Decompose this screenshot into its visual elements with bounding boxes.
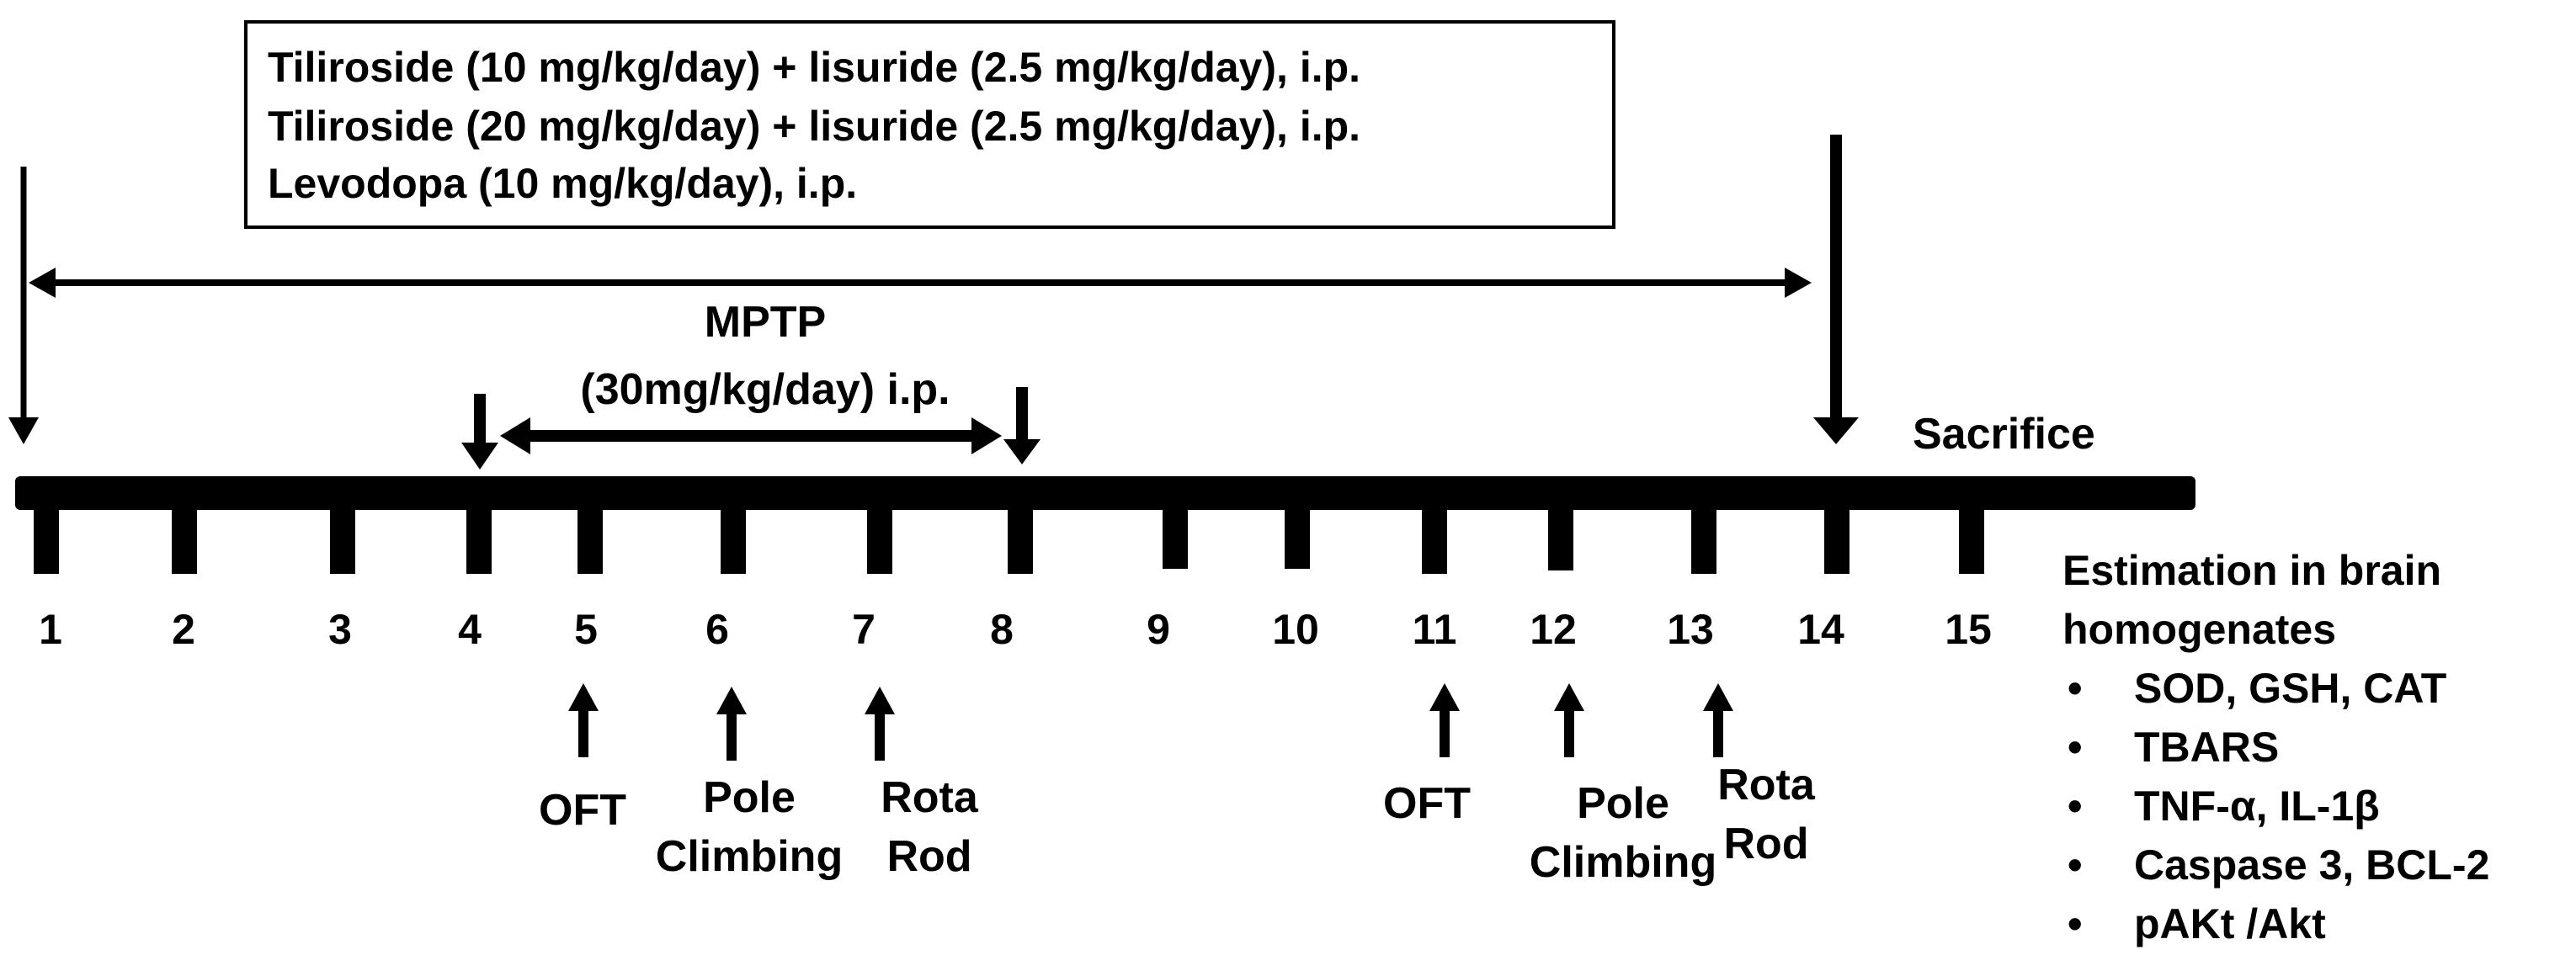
estimation-item-3: TNF-α, IL-1β: [2134, 783, 2380, 830]
mptp-span-arrow: [500, 417, 1002, 454]
test-label-rota-2: Rota: [1717, 761, 1816, 809]
day-label-15: 15: [1945, 606, 1992, 653]
mptp-dose-label: (30mg/kg/day) i.p.: [580, 365, 950, 414]
sacrifice-arrow: [1813, 135, 1859, 444]
estimation-bullet-2: •: [2068, 724, 2083, 771]
test-arrow-2: [716, 687, 747, 761]
treatment-span-arrow: [29, 268, 1812, 298]
tick-day-4: [466, 505, 492, 574]
day-label-2: 2: [172, 606, 195, 653]
day-label-14: 14: [1797, 606, 1844, 653]
test-label-oft-2: OFT: [1383, 779, 1471, 828]
test-arrow-4: [1429, 683, 1460, 757]
test-label-pole-1: Pole: [703, 773, 796, 822]
treatment-box: Tiliroside (10 mg/kg/day) + lisuride (2.…: [244, 20, 1615, 229]
timeline-ticks: [34, 505, 1984, 574]
tick-day-9: [1163, 505, 1188, 569]
test-label-rod-1: Rod: [886, 832, 971, 881]
tick-day-2: [172, 505, 197, 574]
estimation-item-5: pAKt /Akt: [2134, 900, 2326, 947]
treatment-line-3: Levodopa (10 mg/kg/day), i.p.: [268, 160, 857, 207]
tick-day-10: [1285, 505, 1310, 569]
test-label-rod-2: Rod: [1723, 820, 1808, 868]
day-label-4: 4: [458, 606, 482, 653]
treatment-start-arrow: [8, 167, 39, 444]
estimation-bullet-1: •: [2068, 665, 2083, 712]
tick-day-7: [867, 505, 892, 574]
estimation-item-4: Caspase 3, BCL-2: [2134, 841, 2489, 889]
tick-day-1: [34, 505, 59, 574]
day-labels: 1 2 3 4 5 6 7 8 9 10 11 12 13 14 15: [39, 606, 1992, 653]
estimation-item-2: TBARS: [2134, 724, 2279, 771]
day-label-12: 12: [1530, 606, 1577, 653]
sacrifice-label: Sacrifice: [1913, 410, 2095, 459]
day-label-5: 5: [574, 606, 598, 653]
tick-day-12: [1548, 505, 1573, 570]
treatment-line-2: Tiliroside (20 mg/kg/day) + lisuride (2.…: [268, 103, 1360, 150]
day-label-1: 1: [39, 606, 62, 653]
mptp-label: MPTP: [705, 298, 826, 347]
estimation-bullet-3: •: [2068, 783, 2083, 830]
estimation-panel: Estimation in brain homogenates • SOD, G…: [2062, 547, 2489, 947]
day-label-9: 9: [1147, 606, 1170, 653]
mptp-start-arrow: [461, 394, 498, 470]
day-label-11: 11: [1413, 606, 1457, 653]
tick-day-8: [1008, 505, 1033, 574]
estimation-bullet-4: •: [2068, 841, 2083, 889]
day-label-3: 3: [328, 606, 352, 653]
tick-day-14: [1824, 505, 1850, 574]
test-arrow-3: [865, 687, 895, 761]
tick-day-5: [577, 505, 603, 574]
test-arrow-5: [1554, 683, 1584, 757]
test-label-climbing-2: Climbing: [1530, 838, 1716, 887]
estimation-bullet-5: •: [2068, 900, 2083, 947]
test-label-oft-1: OFT: [539, 786, 626, 835]
estimation-title-line-1: Estimation in brain: [2062, 547, 2441, 594]
tick-day-11: [1422, 505, 1447, 574]
test-label-rota-1: Rota: [881, 773, 979, 822]
tick-day-13: [1691, 505, 1716, 574]
estimation-title-line-2: homogenates: [2062, 606, 2336, 653]
test-label-climbing-1: Climbing: [656, 832, 843, 881]
test-arrow-1: [568, 683, 599, 757]
day-label-6: 6: [705, 606, 729, 653]
treatment-box-border: [244, 20, 1615, 229]
day-label-7: 7: [852, 606, 876, 653]
mptp-end-arrow: [1003, 387, 1041, 464]
day-label-13: 13: [1667, 606, 1714, 653]
day-label-10: 10: [1272, 606, 1319, 653]
test-labels: OFT Pole Climbing Rota Rod OFT Pole Clim…: [539, 761, 1816, 887]
tick-day-6: [721, 505, 746, 574]
test-arrows: [568, 683, 1733, 761]
estimation-item-1: SOD, GSH, CAT: [2134, 665, 2446, 712]
timeline-bar: [15, 476, 2195, 510]
tick-day-15: [1959, 505, 1984, 574]
test-label-pole-2: Pole: [1577, 779, 1669, 828]
day-label-8: 8: [990, 606, 1014, 653]
treatment-line-1: Tiliroside (10 mg/kg/day) + lisuride (2.…: [268, 44, 1360, 91]
tick-day-3: [330, 505, 355, 574]
test-arrow-6: [1703, 683, 1733, 757]
